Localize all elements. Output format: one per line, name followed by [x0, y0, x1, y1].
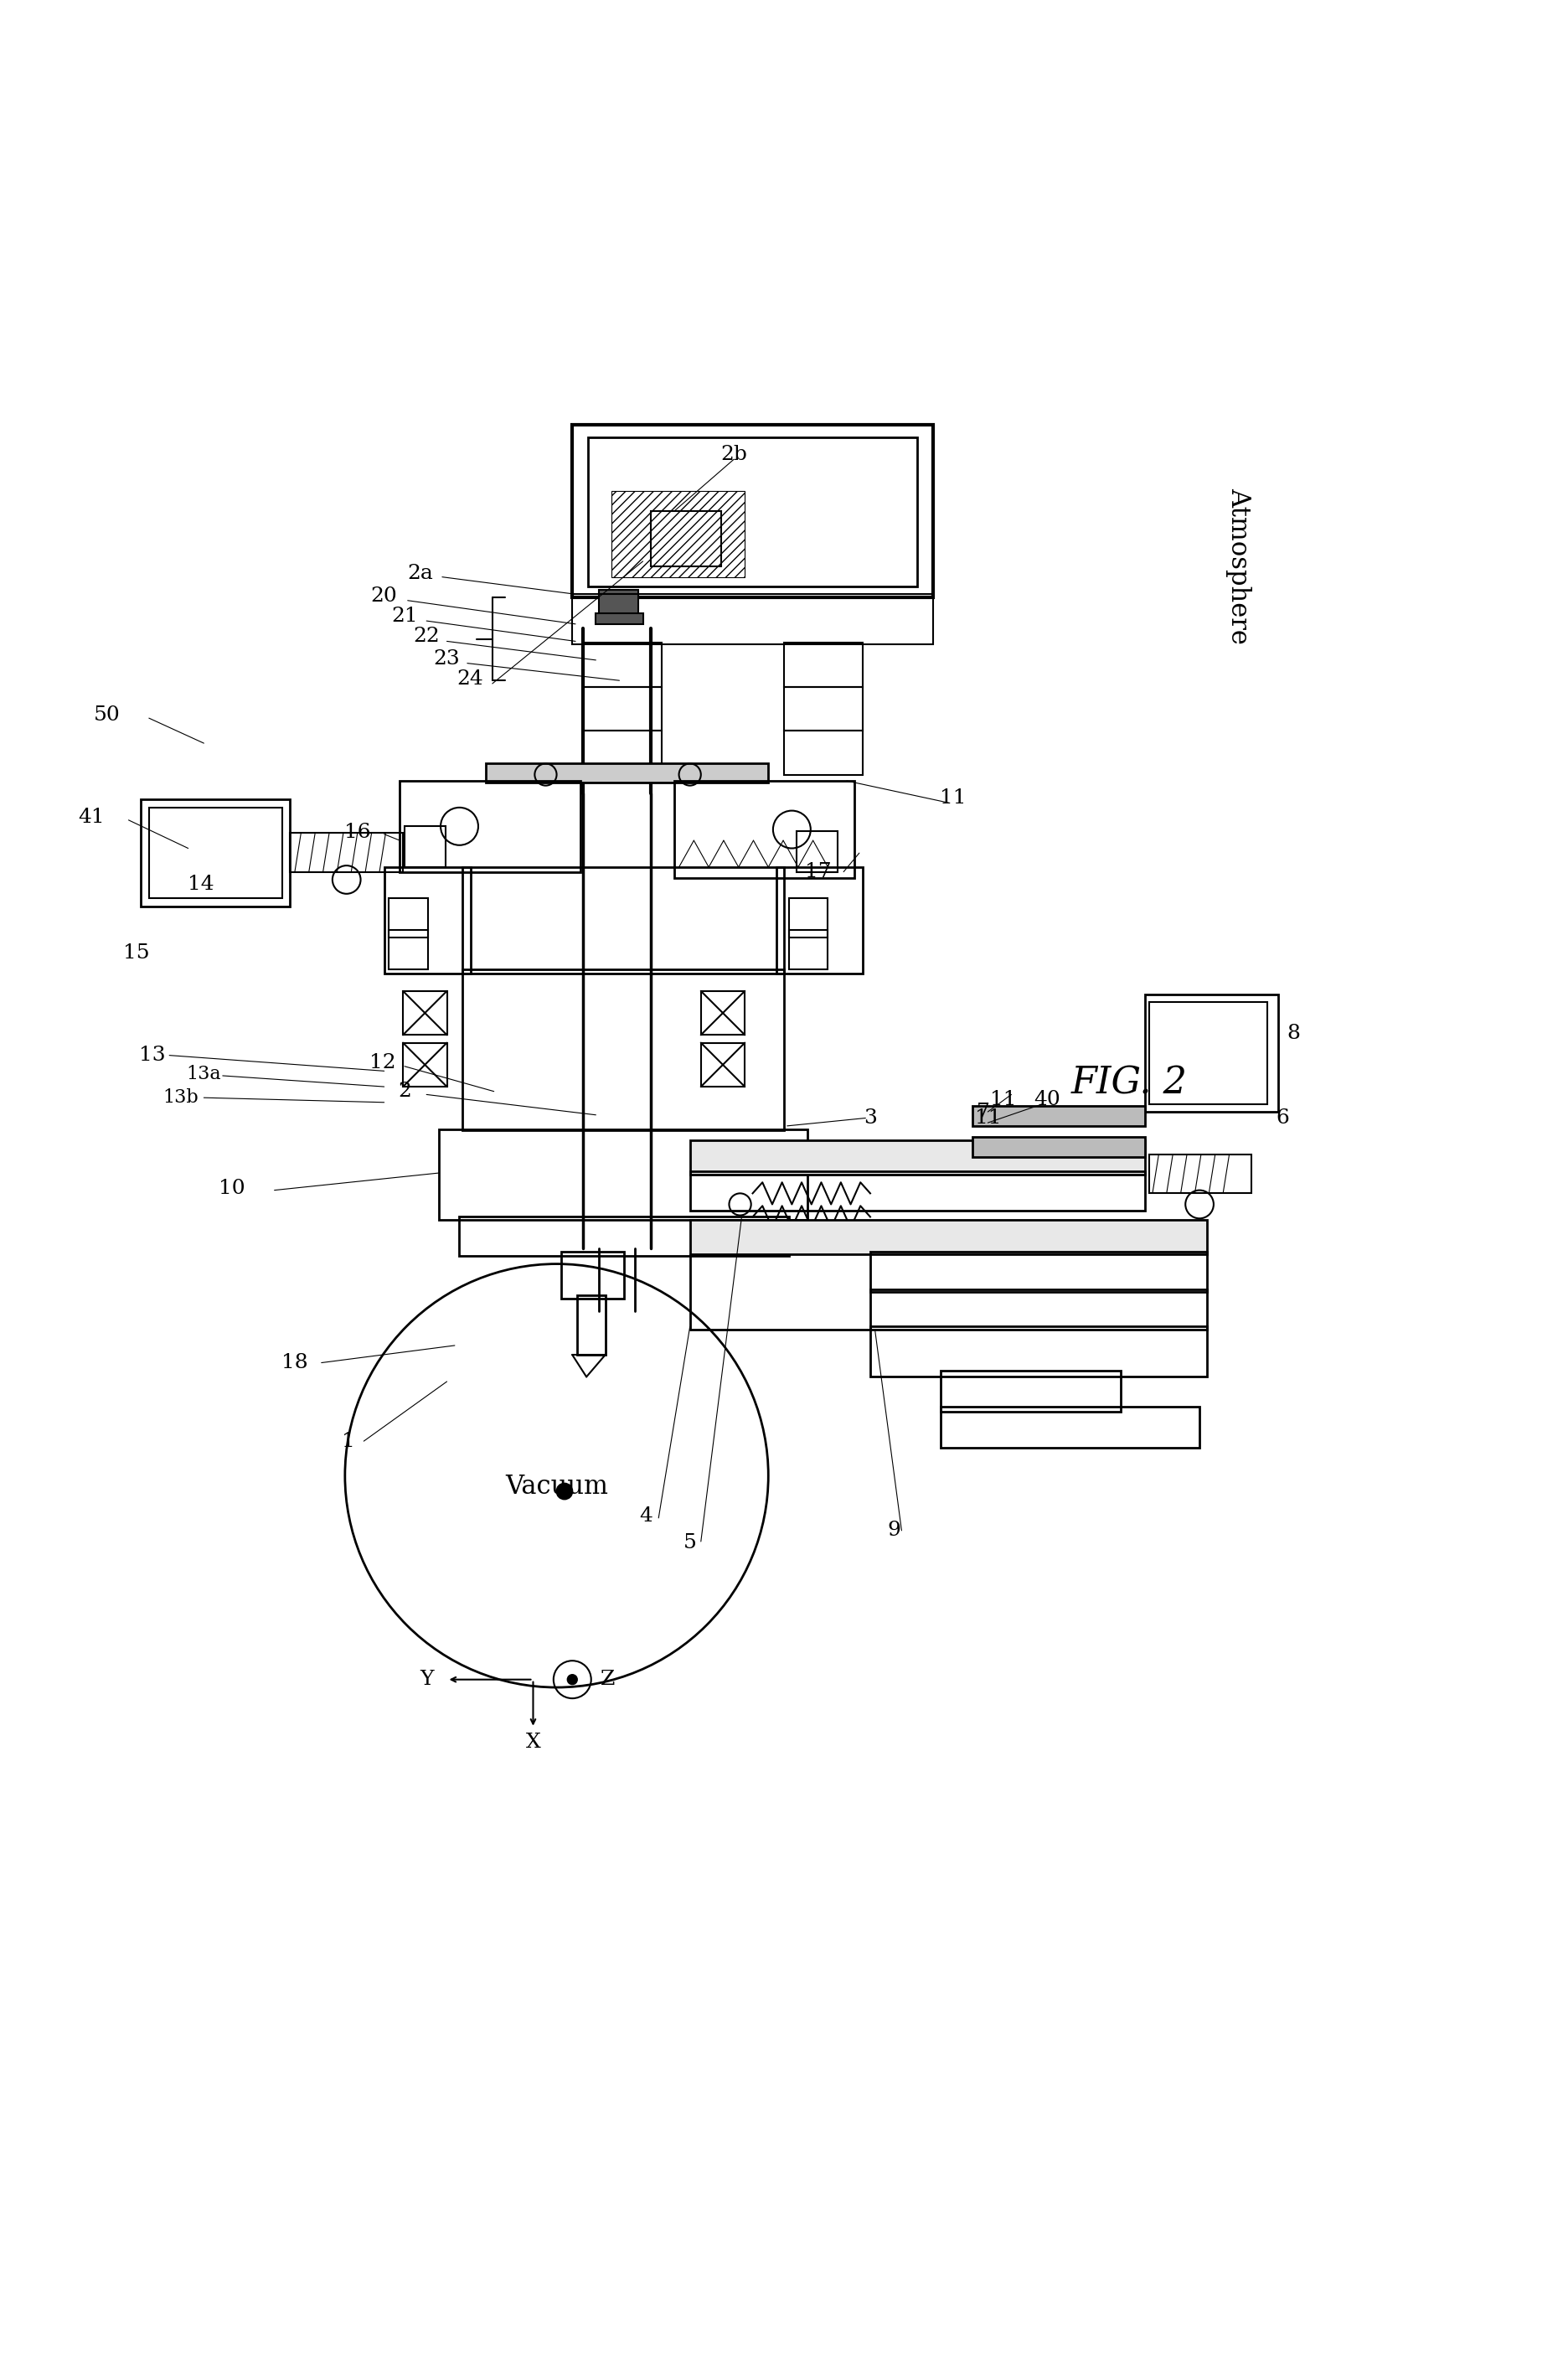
- Bar: [797, 832, 837, 873]
- Bar: [972, 1136, 1145, 1157]
- Text: 11: 11: [975, 1107, 1000, 1129]
- Text: 5: 5: [684, 1534, 696, 1553]
- Text: FIG. 2: FIG. 2: [1071, 1065, 1187, 1103]
- Bar: [384, 868, 470, 974]
- Text: 11: 11: [991, 1091, 1016, 1110]
- Text: 7: 7: [977, 1103, 989, 1121]
- Bar: [599, 590, 638, 619]
- Bar: [403, 1043, 447, 1086]
- Bar: [701, 1043, 745, 1086]
- Text: 16: 16: [345, 823, 370, 842]
- Text: 17: 17: [806, 863, 831, 882]
- Bar: [583, 643, 662, 688]
- Bar: [870, 1252, 1207, 1292]
- Text: 21: 21: [392, 607, 417, 626]
- Bar: [972, 1105, 1145, 1126]
- Bar: [941, 1370, 1121, 1411]
- Bar: [141, 799, 290, 906]
- Bar: [870, 1328, 1207, 1378]
- Bar: [572, 595, 933, 645]
- Bar: [588, 436, 917, 586]
- Bar: [789, 899, 828, 937]
- Text: 23: 23: [434, 650, 459, 669]
- Text: 4: 4: [640, 1508, 652, 1527]
- Text: 18: 18: [282, 1354, 307, 1373]
- Text: 15: 15: [124, 944, 149, 963]
- Bar: [463, 970, 784, 1131]
- Bar: [403, 991, 447, 1034]
- Text: 2a: 2a: [408, 564, 433, 583]
- Text: 10: 10: [220, 1178, 245, 1197]
- Bar: [486, 763, 768, 782]
- Bar: [776, 868, 862, 974]
- Text: 2: 2: [398, 1081, 411, 1100]
- Circle shape: [557, 1484, 572, 1498]
- Text: 3: 3: [864, 1107, 877, 1129]
- Bar: [651, 512, 721, 567]
- Text: 13: 13: [140, 1046, 165, 1065]
- Text: 12: 12: [370, 1053, 395, 1072]
- Bar: [572, 424, 933, 597]
- Bar: [612, 491, 745, 576]
- Bar: [690, 1140, 1145, 1174]
- Bar: [583, 730, 662, 775]
- Bar: [596, 614, 643, 624]
- Bar: [577, 1295, 605, 1354]
- Text: 41: 41: [78, 806, 103, 827]
- Bar: [290, 832, 403, 873]
- Bar: [784, 643, 862, 688]
- Text: 40: 40: [1035, 1091, 1060, 1110]
- Text: 9: 9: [887, 1520, 900, 1541]
- Bar: [690, 1171, 1145, 1212]
- Bar: [463, 868, 784, 974]
- Bar: [583, 688, 662, 730]
- Bar: [389, 899, 428, 937]
- Bar: [784, 730, 862, 775]
- Text: 6: 6: [1276, 1107, 1289, 1129]
- Text: 8: 8: [1287, 1024, 1300, 1043]
- Text: 11: 11: [941, 790, 966, 809]
- Bar: [389, 929, 428, 970]
- Text: Y: Y: [420, 1669, 433, 1688]
- Text: 50: 50: [94, 704, 119, 726]
- Bar: [1145, 993, 1278, 1112]
- Bar: [701, 991, 745, 1034]
- Bar: [439, 1129, 808, 1221]
- Text: 14: 14: [188, 875, 213, 894]
- Bar: [789, 929, 828, 970]
- Text: Z: Z: [601, 1669, 615, 1688]
- Bar: [690, 1221, 1207, 1254]
- Text: 13a: 13a: [187, 1065, 221, 1084]
- Circle shape: [568, 1674, 577, 1683]
- Text: 1: 1: [342, 1432, 354, 1451]
- Bar: [149, 809, 282, 899]
- Bar: [870, 1290, 1207, 1330]
- Bar: [1149, 1003, 1267, 1105]
- Text: X: X: [525, 1733, 541, 1752]
- Bar: [1149, 1155, 1251, 1193]
- Text: 13b: 13b: [163, 1088, 198, 1107]
- Bar: [784, 688, 862, 730]
- Bar: [941, 1406, 1200, 1446]
- Text: 22: 22: [414, 626, 439, 647]
- Text: 2b: 2b: [720, 446, 748, 465]
- Bar: [405, 827, 445, 868]
- Text: Vacuum: Vacuum: [505, 1475, 608, 1498]
- Bar: [400, 780, 580, 873]
- Bar: [561, 1252, 624, 1299]
- Bar: [674, 780, 855, 877]
- Text: 24: 24: [458, 669, 483, 688]
- Text: 20: 20: [372, 586, 397, 605]
- Bar: [459, 1216, 789, 1257]
- Text: Atmosphere: Atmosphere: [1226, 488, 1251, 645]
